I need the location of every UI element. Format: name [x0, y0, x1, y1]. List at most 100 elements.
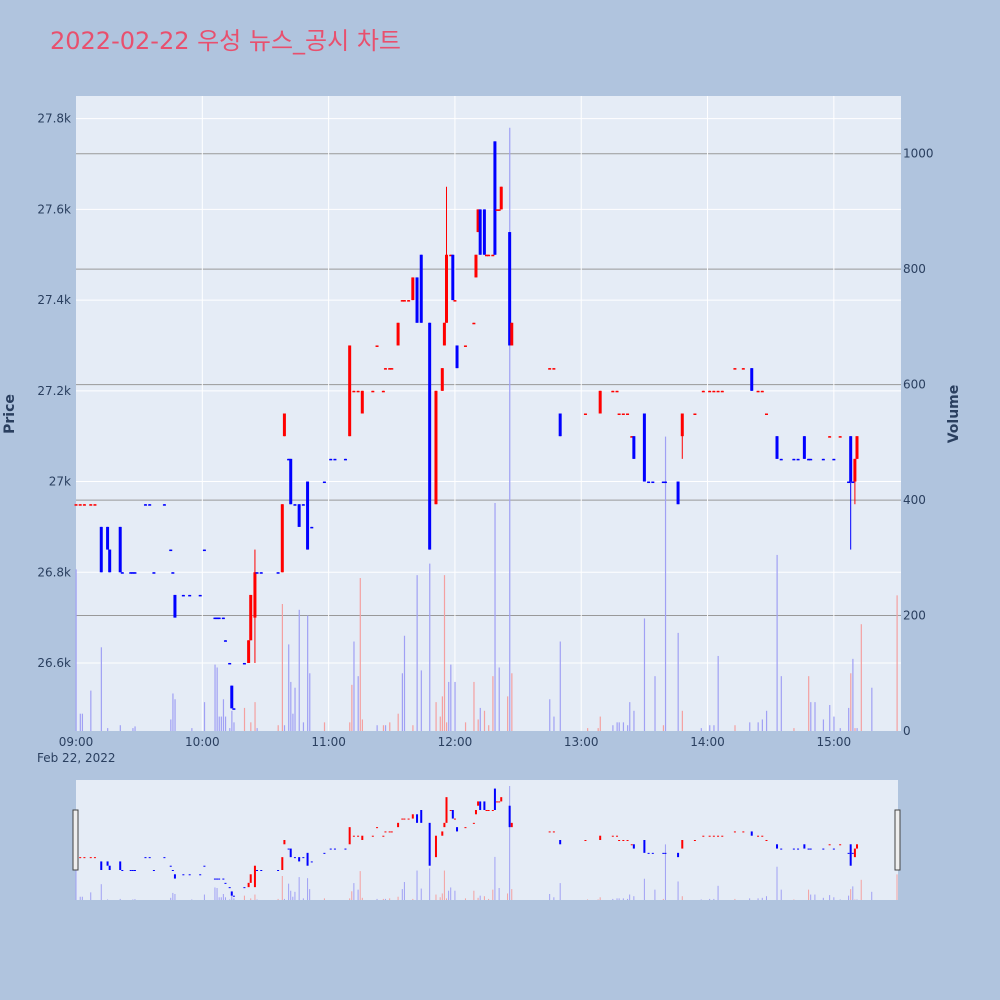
- candle-body: [476, 209, 480, 233]
- volume-bar: [397, 713, 399, 731]
- volume-bars: [75, 127, 898, 731]
- mini-candle: [121, 870, 124, 871]
- price-axis: 26.6k 26.8k 27k 27.2k 27.4k 27.6k 27.8k: [37, 112, 71, 670]
- mini-candle: [643, 840, 646, 853]
- mini-candle: [677, 852, 680, 858]
- candle-body: [108, 549, 112, 573]
- candle-body: [701, 390, 705, 393]
- candle-body: [708, 390, 712, 393]
- mini-candle: [765, 840, 768, 841]
- mini-candle: [213, 878, 216, 880]
- volume-bar: [100, 647, 102, 731]
- mini-candle: [253, 865, 256, 888]
- volume-bar: [629, 702, 631, 731]
- volume-bar: [191, 728, 193, 731]
- candle-body: [558, 413, 562, 437]
- mini-candle: [477, 801, 480, 806]
- mini-candle: [222, 878, 225, 880]
- candle-body: [661, 481, 665, 484]
- mini-candle: [407, 818, 410, 820]
- candle-body: [838, 436, 842, 438]
- mini-candle: [702, 835, 705, 837]
- candle-body: [407, 300, 411, 302]
- mini-candle: [441, 831, 444, 836]
- volume-bar: [559, 641, 561, 731]
- volume-bar: [220, 716, 222, 731]
- mini-volume-bar: [376, 898, 378, 900]
- volume-bar: [132, 728, 134, 731]
- candle-body: [390, 368, 394, 370]
- mini-volume-bar: [254, 894, 256, 900]
- mini-volume-bar: [441, 893, 443, 900]
- mini-volume-bar: [848, 895, 850, 900]
- time-tick-label: 11:00: [311, 735, 346, 749]
- candle-body: [131, 572, 135, 574]
- mini-candle: [333, 848, 336, 850]
- mini-candle: [451, 810, 454, 819]
- mini-volume-bar: [627, 898, 629, 900]
- mini-candle: [493, 788, 496, 810]
- candle-body: [93, 504, 97, 506]
- mini-candle: [761, 835, 764, 837]
- volume-bar: [292, 713, 294, 731]
- candle-body: [223, 640, 227, 642]
- mini-volume-bar: [439, 897, 441, 900]
- volume-bar: [633, 710, 635, 731]
- range-slider[interactable]: [76, 780, 898, 900]
- volume-bar: [309, 673, 311, 731]
- price-tick-label: 27.8k: [37, 112, 71, 126]
- volume-bar: [829, 705, 831, 731]
- mini-candle: [552, 831, 555, 833]
- candle-body: [232, 708, 236, 710]
- volume-bar: [662, 725, 665, 731]
- mini-volume-bar: [309, 889, 311, 900]
- mini-candle: [148, 857, 151, 859]
- volume-bar: [302, 722, 305, 731]
- mini-volume-bar: [677, 881, 679, 900]
- price-tick-label: 26.8k: [37, 565, 71, 579]
- candle-body: [106, 526, 110, 550]
- mini-volume-bar: [450, 887, 452, 900]
- candle-body: [169, 549, 173, 552]
- volume-bar: [483, 710, 486, 731]
- mini-volume-bar: [850, 889, 852, 900]
- volume-tick-label: 400: [903, 493, 926, 507]
- mini-candle: [559, 840, 562, 845]
- candle-body: [493, 141, 497, 255]
- mini-candle: [199, 874, 202, 876]
- mini-candle: [847, 852, 850, 854]
- mini-volume-bar: [709, 898, 711, 900]
- range-slider-right-handle[interactable]: [894, 809, 901, 871]
- candle-body: [282, 413, 286, 437]
- volume-bar: [854, 728, 856, 731]
- mini-candle: [144, 857, 147, 859]
- mini-volume-bar: [780, 889, 782, 900]
- mini-volume-bar: [664, 844, 666, 900]
- mini-candle: [708, 835, 711, 837]
- candle-body: [821, 458, 825, 461]
- time-tick-label: 09:00: [59, 735, 94, 749]
- mini-volume-bar: [839, 899, 841, 900]
- mini-candle: [485, 810, 488, 811]
- mini-candle: [169, 865, 172, 867]
- mini-candle: [298, 857, 301, 862]
- mini-candle: [218, 878, 221, 880]
- range-slider-left-handle[interactable]: [72, 809, 79, 871]
- candle-body: [617, 413, 621, 415]
- mini-volume-bar: [814, 894, 816, 900]
- volume-bar: [464, 722, 467, 731]
- volume-bar: [281, 604, 284, 731]
- mini-volume-bar: [292, 896, 294, 900]
- volume-bar: [822, 719, 825, 731]
- candle-body: [474, 254, 478, 278]
- candle-body: [802, 436, 806, 459]
- candle-body: [301, 504, 305, 506]
- price-tick-label: 27.2k: [37, 384, 71, 398]
- mini-volume-bar: [90, 892, 92, 900]
- mini-candle: [428, 822, 431, 866]
- volume-bar: [389, 722, 391, 731]
- candle-body: [828, 436, 832, 438]
- mini-volume-bar: [353, 883, 355, 900]
- volume-bar: [612, 725, 614, 731]
- mini-volume-bar: [643, 878, 645, 900]
